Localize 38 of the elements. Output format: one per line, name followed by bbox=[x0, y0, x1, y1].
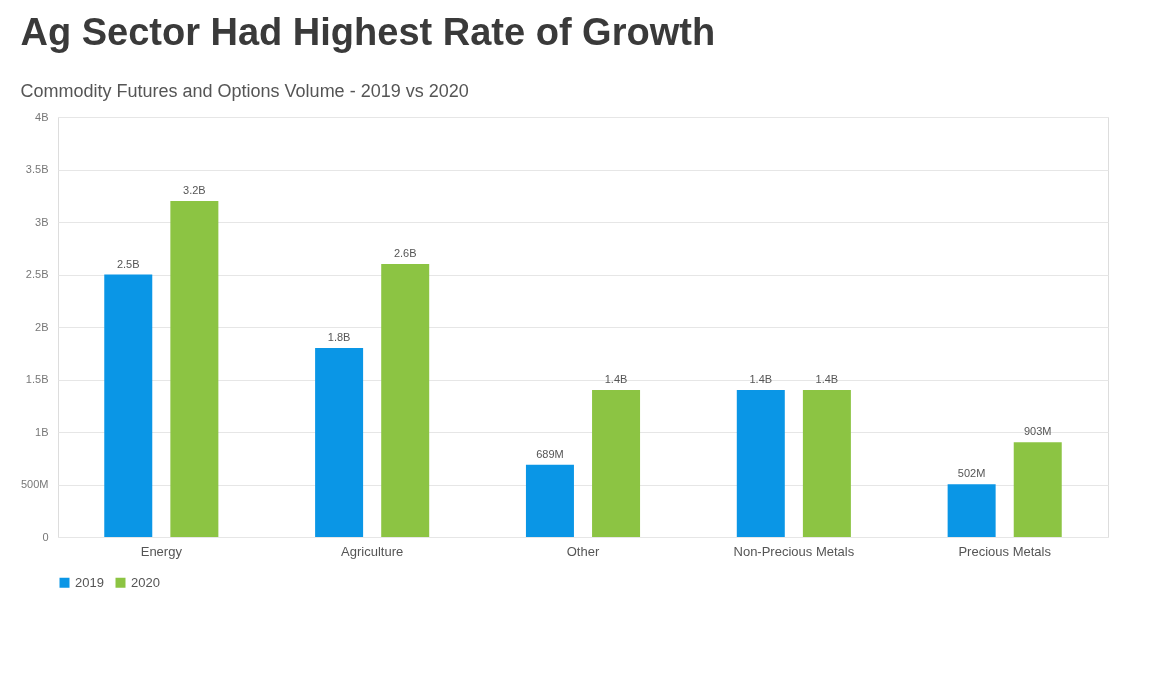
data-label: 2.6B bbox=[393, 247, 417, 259]
x-tick-label: Non-Precious Metals bbox=[733, 543, 855, 559]
data-label: 1.4B bbox=[604, 373, 628, 385]
bar bbox=[1013, 442, 1062, 537]
x-tick-label: Other bbox=[566, 543, 600, 559]
legend-label: 2020 bbox=[131, 574, 160, 590]
bar bbox=[736, 390, 785, 537]
bar bbox=[947, 484, 996, 537]
data-label: 689M bbox=[536, 447, 564, 460]
y-tick-label: 2B bbox=[35, 320, 49, 333]
y-tick-label: 1.5B bbox=[25, 373, 49, 385]
y-tick-label: 3.5B bbox=[25, 163, 49, 175]
bar bbox=[525, 464, 574, 537]
y-tick-label: 2.5B bbox=[25, 268, 49, 280]
data-label: 903M bbox=[1023, 425, 1052, 438]
bar bbox=[381, 264, 430, 537]
x-tick-label: Agriculture bbox=[341, 543, 404, 559]
bar bbox=[104, 274, 153, 537]
y-tick-label: 3B bbox=[35, 215, 49, 228]
data-label: 3.2B bbox=[183, 184, 206, 196]
data-label: 502M bbox=[957, 467, 986, 480]
bar bbox=[802, 390, 851, 537]
x-tick-label: Energy bbox=[140, 543, 183, 559]
data-label: 2.5B bbox=[116, 257, 140, 270]
data-label: 1.4B bbox=[749, 373, 773, 385]
y-tick-label: 1B bbox=[35, 425, 49, 438]
chart-subtitle: Commodity Futures and Options Volume - 2019 vs 2020 bbox=[20, 81, 469, 101]
data-label: 1.4B bbox=[815, 373, 839, 385]
y-tick-label: 4B bbox=[35, 110, 49, 123]
y-tick-label: 0 bbox=[42, 530, 49, 543]
bar bbox=[315, 348, 364, 537]
legend-label: 2019 bbox=[75, 574, 104, 590]
x-tick-label: Precious Metals bbox=[958, 543, 1052, 559]
chart-title: Ag Sector Had Highest Rate of Growth bbox=[20, 11, 716, 53]
bar bbox=[592, 390, 641, 537]
data-label: 1.8B bbox=[327, 331, 351, 343]
y-tick-label: 500M bbox=[20, 478, 49, 490]
bar bbox=[170, 201, 219, 537]
